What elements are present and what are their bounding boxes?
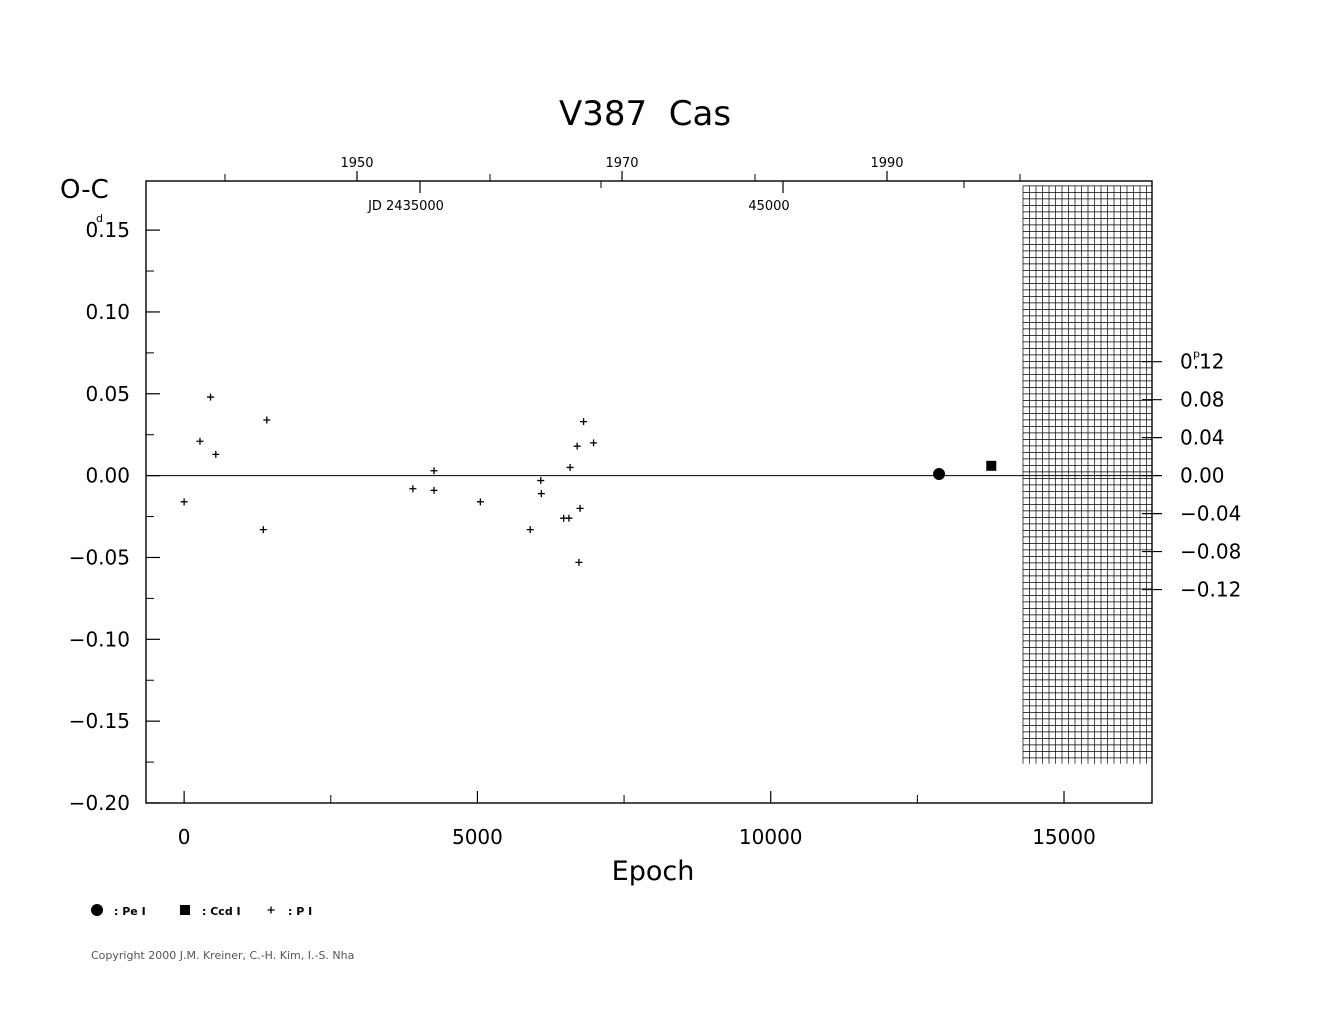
y-tick-label-6: −0.15	[69, 709, 130, 733]
y-tick-label-5: −0.10	[69, 627, 130, 651]
legend: : Pe I : Ccd I : P I	[91, 904, 312, 918]
point-plus-11	[537, 477, 545, 485]
point-plus-9	[476, 498, 484, 506]
y-tick-label-4: −0.05	[69, 545, 130, 569]
y-tick-label-0: 0.15	[85, 218, 130, 242]
year-label-0: 1950	[340, 156, 373, 171]
x-axis-label: Epoch	[612, 856, 695, 887]
y-tick-label-7: −0.20	[69, 791, 130, 815]
y-tick-label-1: 0.10	[85, 300, 130, 324]
right-unit-label: p	[1193, 348, 1200, 361]
y-axis-label: O-C	[60, 175, 109, 205]
axes: 0.15 0.10 0.05 0.00 −0.05 −0.10 −0.15 −0.20 d 0.1…	[69, 156, 1242, 849]
legend-label-plus: : P I	[288, 905, 312, 918]
x-tick-label-3: 15000	[1032, 825, 1096, 849]
grid-lines	[1022, 185, 1152, 764]
point-plus-20	[590, 439, 598, 447]
right-tick-label-5: −0.08	[1180, 540, 1241, 564]
legend-label-square: : Ccd I	[202, 905, 241, 918]
copyright-text: Copyright 2000 J.M. Kreiner, C.-H. Kim, …	[91, 949, 355, 962]
right-tick-label-3: 0.00	[1180, 464, 1225, 488]
point-plus-10	[526, 526, 534, 534]
point-plus-12	[537, 490, 545, 498]
y-tick-label-2: 0.05	[85, 382, 130, 406]
year-label-1: 1970	[605, 156, 638, 171]
y-tick-label-3: 0.00	[85, 464, 130, 488]
point-plus-6	[409, 485, 417, 493]
x-tick-label-1: 5000	[452, 825, 503, 849]
x-tick-label-0: 0	[178, 825, 191, 849]
jd-label-0: JD 2435000	[367, 199, 444, 214]
right-tick-label-1: 0.08	[1180, 388, 1225, 412]
point-plus-19	[580, 418, 588, 426]
legend-label-circle: : Pe I	[114, 905, 146, 918]
right-tick-label-0: 0.12	[1180, 350, 1225, 374]
unobserved-grid-region	[1022, 185, 1152, 764]
legend-marker-square	[180, 905, 190, 915]
right-tick-label-6: −0.12	[1180, 578, 1241, 602]
data-points	[180, 393, 997, 566]
right-tick-label-2: 0.04	[1180, 426, 1225, 450]
point-plus-14	[565, 514, 573, 522]
point-plus-0	[180, 498, 188, 506]
right-tick-label-4: −0.04	[1180, 502, 1241, 526]
jd-label-1: 45000	[748, 199, 789, 214]
y-unit-label: d	[96, 212, 103, 225]
year-label-2: 1990	[870, 156, 903, 171]
point-plus-3	[212, 450, 220, 458]
point-square-0	[986, 460, 997, 471]
plot-area	[145, 180, 1153, 804]
legend-marker-circle	[91, 904, 103, 916]
point-plus-18	[576, 504, 584, 512]
point-plus-8	[430, 486, 438, 494]
point-plus-1	[196, 437, 204, 445]
point-plus-15	[566, 463, 574, 471]
legend-marker-plus	[267, 906, 275, 914]
point-plus-17	[575, 558, 583, 566]
chart-title: V387 Cas	[559, 94, 731, 134]
point-plus-4	[259, 526, 267, 534]
point-plus-16	[573, 442, 581, 450]
point-plus-7	[430, 467, 438, 475]
plot-frame	[145, 180, 1153, 804]
point-plus-2	[207, 393, 215, 401]
point-circle-0	[933, 467, 946, 480]
x-tick-label-2: 10000	[739, 825, 803, 849]
point-plus-5	[263, 416, 271, 424]
